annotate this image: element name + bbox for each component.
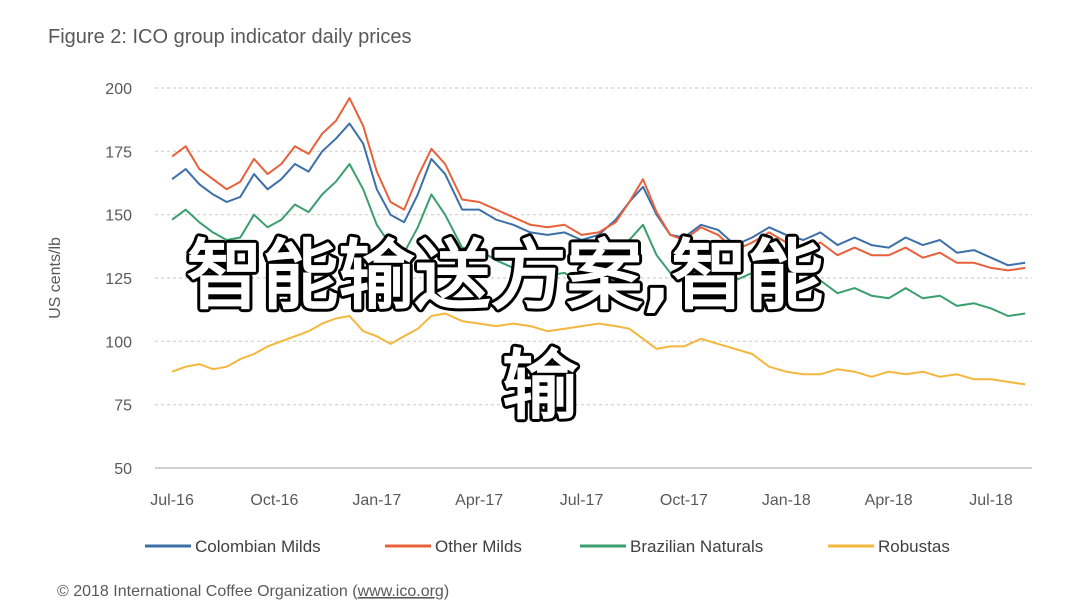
legend-item: Robustas <box>828 537 950 556</box>
series-lines <box>171 97 1026 386</box>
legend-label: Colombian Milds <box>195 537 321 556</box>
legend-item: Colombian Milds <box>145 537 321 556</box>
legend-item: Other Milds <box>385 537 522 556</box>
y-axis-label: US cents/lb <box>47 237 64 319</box>
x-tick-labels: Jul-16 Oct-16 Jan-17 Apr-17 Jul-17 Oct-17 Jan-… <box>150 492 1013 509</box>
x-tick-label: Jul-17 <box>560 492 604 509</box>
x-tick-label: Jul-18 <box>969 492 1013 509</box>
gridlines <box>155 87 1032 406</box>
legend-label: Robustas <box>878 537 950 556</box>
x-tick-label: Jan-18 <box>762 492 811 509</box>
x-tick-label: Oct-16 <box>250 492 298 509</box>
y-tick-label: 175 <box>105 144 132 161</box>
chart-title: Figure 2: ICO group indicator daily pric… <box>48 26 412 48</box>
y-tick-labels: 200 175 150 125 100 75 50 <box>105 81 132 478</box>
series-line-brazilian-naturals <box>171 163 1026 317</box>
x-tick-label: Jul-16 <box>150 492 194 509</box>
x-tick-label: Jan-17 <box>352 492 401 509</box>
watermark-line-1: 智能输送方案,智能 <box>187 231 824 320</box>
legend-item: Brazilian Naturals <box>580 537 763 556</box>
series-line-colombian-milds <box>171 122 1026 267</box>
legend-label: Brazilian Naturals <box>630 537 763 556</box>
legend: Colombian Milds Other Milds Brazilian Natu… <box>145 537 950 556</box>
x-tick-label: Oct-17 <box>660 492 708 509</box>
series-line-robustas <box>171 312 1026 386</box>
y-tick-label: 75 <box>114 398 132 415</box>
y-tick-label: 50 <box>114 461 132 478</box>
watermark-line-2: 输 <box>502 341 579 430</box>
y-tick-label: 150 <box>105 208 132 225</box>
y-tick-label: 100 <box>105 334 132 351</box>
ico-link[interactable]: www.ico.org <box>357 583 444 600</box>
copyright-footer: © 2018 International Coffee Organization… <box>57 583 449 600</box>
legend-label: Other Milds <box>435 537 522 556</box>
x-tick-label: Apr-18 <box>865 492 913 509</box>
series-line-other-milds <box>171 97 1026 272</box>
x-tick-label: Apr-17 <box>455 492 503 509</box>
y-tick-label: 200 <box>105 81 132 98</box>
y-tick-label: 125 <box>105 271 132 288</box>
